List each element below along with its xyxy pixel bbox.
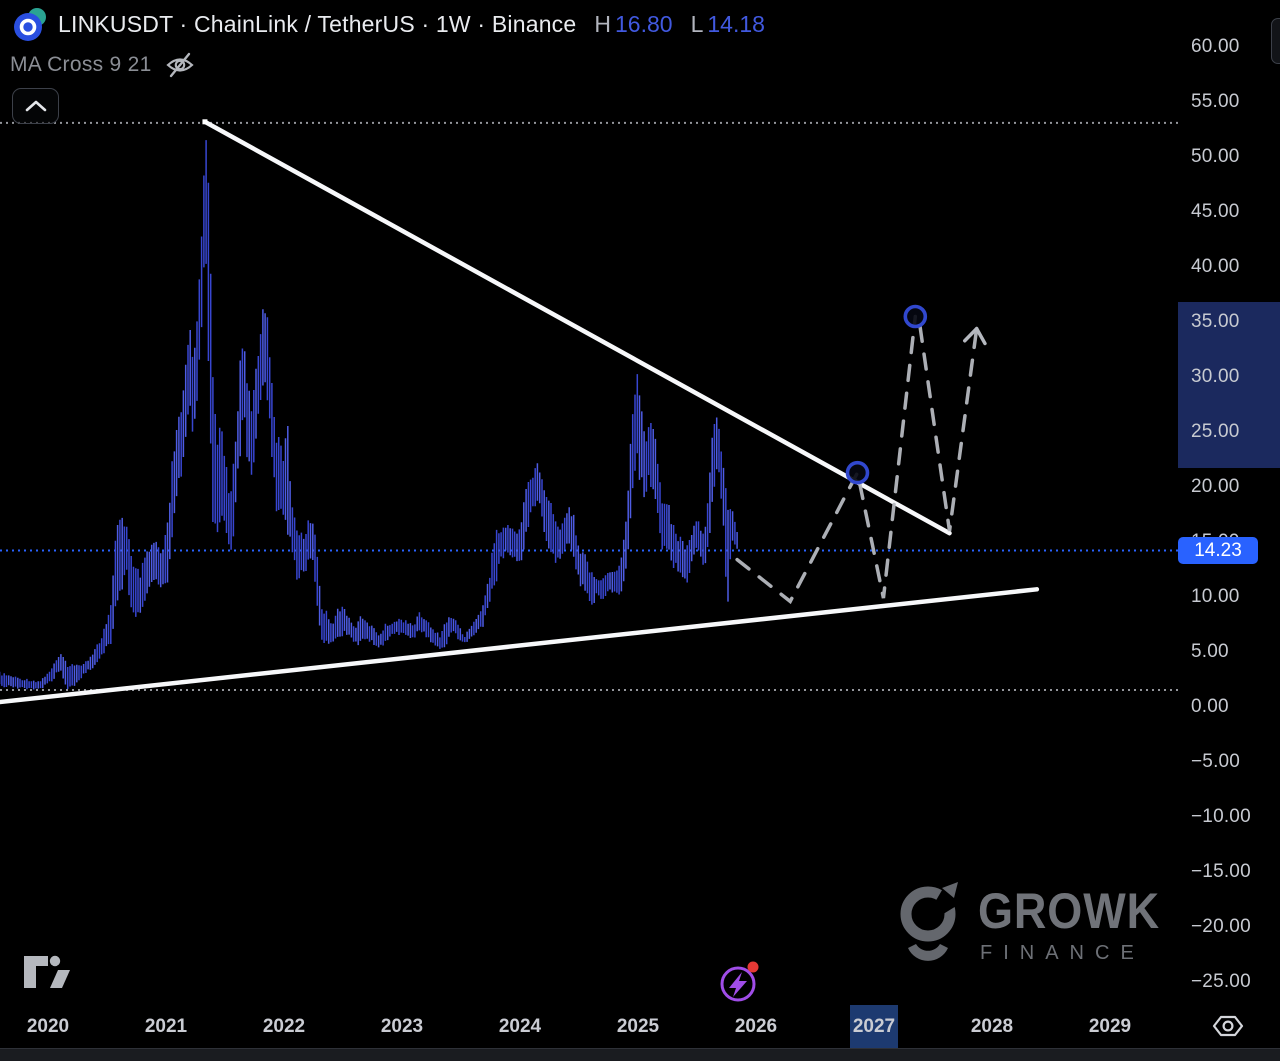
growk-brand-text: GROWK: [978, 883, 1160, 939]
gear-icon[interactable]: [1212, 1010, 1244, 1042]
projection-path-1[interactable]: [735, 314, 918, 605]
time-tick: 2023: [380, 1015, 424, 1037]
price-tick: −20.00: [1191, 916, 1251, 937]
time-tick: 2022: [262, 1015, 306, 1037]
bottom-edge-strip: [0, 1048, 1280, 1061]
trendline-anchor-dot[interactable]: [202, 119, 208, 125]
price-tick: −10.00: [1191, 806, 1251, 827]
price-tick: −15.00: [1191, 861, 1251, 882]
indicator-row: MA Cross 9 21: [10, 50, 196, 80]
price-tick: 25.00: [1191, 421, 1240, 442]
price-tick: 20.00: [1191, 476, 1240, 497]
price-tick: 30.00: [1191, 366, 1240, 387]
price-tick: 5.00: [1191, 641, 1229, 662]
high-label: H: [594, 10, 612, 37]
candle-bars: [0, 140, 736, 690]
time-tick: 2024: [498, 1015, 542, 1037]
price-tick: 0.00: [1191, 696, 1229, 717]
price-tick: 50.00: [1191, 146, 1240, 167]
projection-path-2[interactable]: [918, 324, 979, 532]
time-axis[interactable]: 2020 2021 2022 2023 2024 2025 2026 2027 2028 2029: [0, 1005, 1280, 1048]
projection-arrowhead: [974, 326, 987, 346]
low-label: L: [690, 10, 704, 37]
lightning-icon[interactable]: [716, 960, 764, 1008]
chevron-up-icon: [25, 100, 46, 112]
time-tick: 2028: [970, 1015, 1014, 1037]
projection-target-circle[interactable]: [903, 304, 928, 329]
time-tick: 2025: [616, 1015, 660, 1037]
price-tick: −5.00: [1191, 751, 1241, 772]
time-tick: 2027: [852, 1015, 896, 1037]
symbol-title[interactable]: LINKUSDT · ChainLink / TetherUS · 1W · B…: [58, 10, 577, 37]
projection-target-circle[interactable]: [845, 460, 870, 485]
descending-resistance-trendline[interactable]: [202, 119, 952, 536]
price-tick: 55.00: [1191, 91, 1240, 112]
chart-header: LINKUSDT · ChainLink / TetherUS · 1W · B…: [8, 6, 779, 42]
time-tick: 2026: [734, 1015, 778, 1037]
growk-logo: [900, 880, 966, 961]
price-tick: 35.00: [1191, 311, 1240, 332]
indicator-label[interactable]: MA Cross 9 21: [10, 53, 152, 76]
price-tick: −25.00: [1191, 971, 1251, 992]
low-value: 14.18: [707, 10, 765, 37]
collapse-toolbar-button[interactable]: [12, 88, 59, 124]
price-tick: 40.00: [1191, 256, 1240, 277]
pair-logo[interactable]: [8, 4, 48, 44]
growk-sub-text: FINANCE: [980, 942, 1145, 964]
price-tick: 10.00: [1191, 586, 1240, 607]
price-target-zone-highlight: [1178, 302, 1280, 469]
time-tick: 2021: [144, 1015, 188, 1037]
price-tick: 45.00: [1191, 201, 1240, 222]
projection-arrowhead: [963, 326, 979, 343]
growk-watermark: GROWK FINANCE: [896, 880, 1166, 980]
current-price-label: 14.23: [1178, 537, 1258, 565]
tradingview-logo[interactable]: [20, 950, 80, 992]
price-axis[interactable]: 14.23 60.00 55.00 50.00 45.00 40.00 35.00 30.0…: [1178, 0, 1280, 1005]
eye-off-icon[interactable]: [164, 50, 196, 80]
candle-bars-bright: [7, 309, 738, 690]
price-tick: 60.00: [1191, 36, 1240, 57]
time-tick: 2029: [1088, 1015, 1132, 1037]
high-value: 16.80: [615, 10, 673, 37]
week-high-low: H 16.80 L 14.18: [594, 11, 779, 38]
highlighted-year-background: [850, 1005, 898, 1048]
time-tick: 2020: [26, 1015, 70, 1037]
ascending-support-trendline[interactable]: [0, 587, 1040, 705]
scroll-indicator[interactable]: [1271, 18, 1280, 64]
